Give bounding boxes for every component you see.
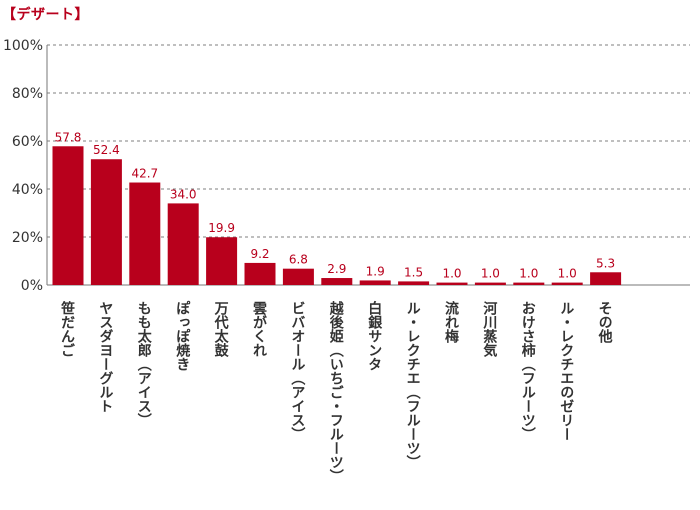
bar xyxy=(359,280,391,285)
category-label: 笹だんご xyxy=(59,300,76,357)
category-labels: 笹だんご ヤスダヨーグルト もも太郎（アイス） ぽっぽ焼き 万代太鼓 雲がくれ ビバオール（… xyxy=(59,300,614,483)
y-tick-label: 20% xyxy=(12,230,43,246)
gridlines xyxy=(47,44,690,238)
value-label: 1.5 xyxy=(404,265,423,279)
category-label: 河川蒸気 xyxy=(481,300,498,358)
value-label: 1.9 xyxy=(366,264,385,278)
bar xyxy=(90,159,122,285)
value-label: 52.4 xyxy=(93,143,120,157)
value-label: 2.9 xyxy=(327,262,346,276)
bar xyxy=(206,237,238,285)
chart-title: 【デザート】 xyxy=(2,7,89,23)
bar xyxy=(244,262,276,285)
bar xyxy=(321,278,353,285)
bar xyxy=(436,282,468,285)
bar xyxy=(513,282,545,285)
value-labels: 57.8 52.4 42.7 34.0 19.9 9.2 6.8 2.9 1.9 1.5 1.0 1.… xyxy=(55,130,616,280)
bar xyxy=(52,146,84,285)
bar xyxy=(167,203,199,285)
category-label: ビバオール（アイス） xyxy=(289,301,306,441)
bar xyxy=(474,282,506,285)
category-label: 越後姫（いちご・フルーツ） xyxy=(328,300,345,483)
value-label: 1.0 xyxy=(481,267,500,281)
category-label: その他 xyxy=(597,301,614,344)
category-label: もも太郎（アイス） xyxy=(136,301,153,427)
category-label: ル・レクチエ（フルーツ） xyxy=(405,301,422,469)
category-label: ル・レクチエのゼリー xyxy=(558,301,574,441)
value-label: 1.0 xyxy=(519,267,538,281)
value-label: 5.3 xyxy=(596,256,615,270)
value-label: 19.9 xyxy=(208,221,235,235)
value-label: 1.0 xyxy=(558,267,577,281)
bar xyxy=(129,182,161,285)
bar xyxy=(282,268,314,285)
bar xyxy=(590,272,622,285)
y-tick-label: 40% xyxy=(12,182,43,198)
y-tick-label: 0% xyxy=(21,278,43,294)
y-tick-label: 100% xyxy=(3,38,43,54)
category-label: 白銀サンタ xyxy=(366,300,382,371)
bars xyxy=(52,146,622,285)
bar xyxy=(398,281,430,285)
value-label: 34.0 xyxy=(170,187,197,201)
category-label: ぽっぽ焼き xyxy=(174,300,190,371)
value-label: 57.8 xyxy=(55,130,82,144)
category-label: 雲がくれ xyxy=(251,300,267,357)
value-label: 6.8 xyxy=(289,253,308,267)
category-label: おけさ柿（フルーツ） xyxy=(520,301,537,441)
value-label: 9.2 xyxy=(250,247,269,261)
value-label: 1.0 xyxy=(442,267,461,281)
y-tick-label: 60% xyxy=(12,134,43,150)
y-tick-label: 80% xyxy=(12,86,43,102)
bar xyxy=(551,282,583,285)
value-label: 42.7 xyxy=(131,167,158,181)
category-label: ヤスダヨーグルト xyxy=(97,301,113,413)
category-label: 流れ梅 xyxy=(443,300,459,344)
category-label: 万代太鼓 xyxy=(213,301,230,358)
